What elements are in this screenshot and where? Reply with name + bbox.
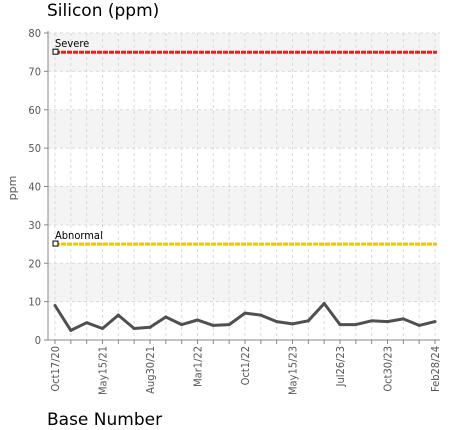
data-point: [196, 318, 199, 322]
abnormal-threshold-marker: [52, 240, 59, 247]
data-point: [354, 323, 358, 327]
x-tick-label: May15/23: [287, 346, 300, 395]
data-point: [164, 315, 168, 319]
x-tick-label: Mar1/22: [192, 346, 205, 387]
x-tick-label: May15/21: [97, 346, 110, 395]
data-point: [370, 319, 374, 323]
y-tick-label: 30: [28, 219, 41, 232]
data-point: [53, 303, 57, 307]
data-point: [386, 320, 389, 324]
data-point: [148, 325, 152, 329]
y-tick-label: 40: [28, 181, 41, 194]
x-tick-label: Oct30/23: [382, 346, 395, 392]
severe-threshold-label: Severe: [55, 37, 89, 50]
data-point: [227, 323, 231, 327]
x-tick-label: Oct17/20: [49, 346, 62, 392]
data-point: [211, 323, 215, 327]
data-point: [291, 322, 294, 326]
y-axis-label: ppm: [6, 176, 19, 201]
data-point: [338, 323, 342, 327]
abnormal-threshold-label: Abnormal: [55, 229, 103, 242]
data-point: [417, 323, 421, 327]
grid-band: [48, 186, 440, 225]
x-tick-label: Oct1/22: [239, 346, 252, 385]
data-point: [101, 326, 104, 330]
y-tick-label: 10: [28, 296, 41, 309]
y-tick-label: 70: [28, 65, 41, 78]
grid-band: [48, 109, 440, 149]
data-point: [275, 320, 279, 324]
severe-threshold-marker: [52, 48, 59, 55]
data-point: [401, 317, 405, 321]
x-axis-label: Base Number: [47, 410, 163, 430]
y-tick-label: 0: [35, 334, 41, 347]
data-point: [116, 313, 120, 317]
chart-title: Silicon (ppm): [47, 1, 160, 21]
y-tick-label: 20: [28, 257, 41, 270]
grid-band: [48, 263, 440, 302]
data-point: [433, 320, 437, 324]
data-point: [69, 328, 73, 332]
data-point: [259, 313, 263, 317]
data-point: [306, 319, 310, 323]
data-point: [322, 302, 326, 306]
data-point: [180, 323, 184, 327]
data-point: [132, 326, 136, 330]
x-tick-label: Jul26/23: [334, 346, 347, 387]
x-tick-label: Aug30/21: [144, 346, 157, 394]
y-tick-label: 60: [28, 104, 41, 117]
data-point: [243, 311, 247, 315]
x-tick-label: Feb28/24: [429, 346, 442, 392]
y-tick-label: 50: [28, 142, 41, 155]
y-tick-label: 80: [28, 27, 41, 40]
data-point: [85, 321, 89, 325]
